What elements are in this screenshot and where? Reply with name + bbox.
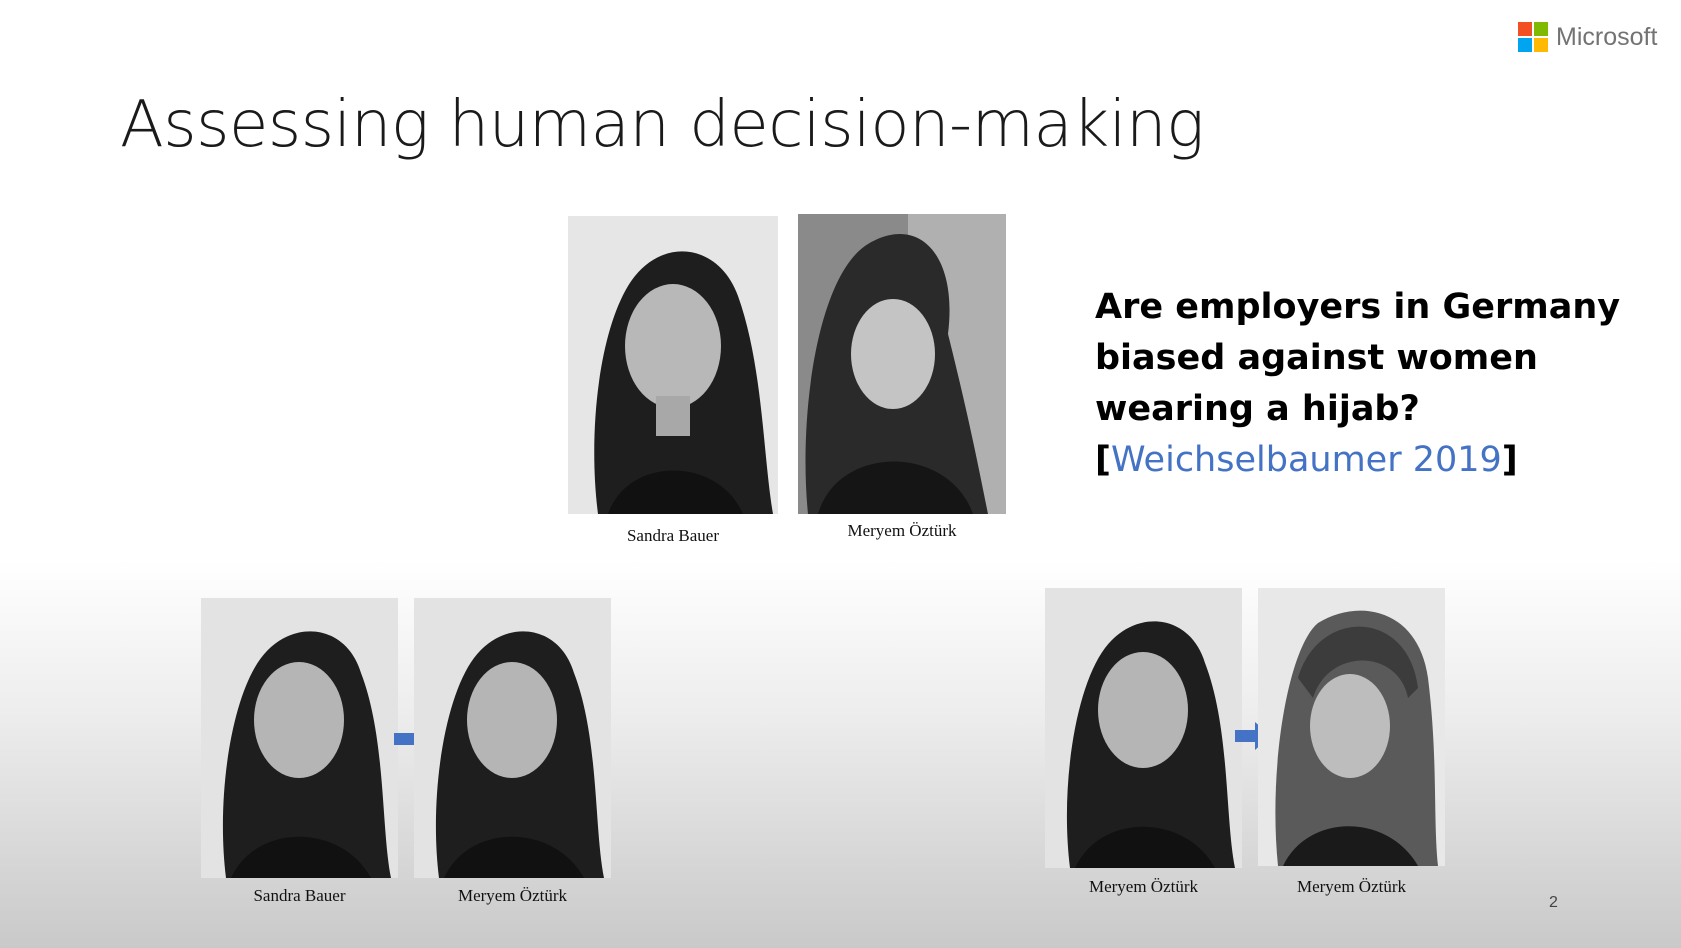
caption-top-right: Meryem Öztürk <box>847 521 957 540</box>
photo-meryem-ozturk-hijab <box>798 214 1006 514</box>
microsoft-wordmark: Microsoft <box>1556 22 1658 51</box>
citation-link[interactable]: Weichselbaumer 2019 <box>1111 440 1502 480</box>
photo-meryem-ozturk-bottom-left <box>414 598 611 878</box>
photo-meryem-ozturk-bottom-right <box>1045 588 1242 868</box>
slide-title: Assessing human decision-making <box>120 88 1205 162</box>
caption-bottom-left-1: Sandra Bauer <box>253 886 346 905</box>
microsoft-logo-icon <box>1518 22 1548 52</box>
caption-bottom-left-2: Meryem Öztürk <box>457 886 568 905</box>
caption-bottom-right-1: Meryem Öztürk <box>1088 877 1199 896</box>
microsoft-logo: Microsoft <box>1518 22 1657 52</box>
citation-close: ] <box>1501 440 1518 480</box>
research-question: Are employers in Germany biased against … <box>1095 282 1655 486</box>
page-number: 2 <box>1549 894 1558 911</box>
caption-top-left: Sandra Bauer <box>626 526 720 545</box>
caption-bottom-right-2: Meryem Öztürk <box>1296 877 1407 896</box>
photo-sandra-bauer-bottom <box>201 598 398 878</box>
question-text: Are employers in Germany biased against … <box>1095 287 1621 480</box>
photo-sandra-bauer <box>568 216 778 514</box>
photo-meryem-ozturk-headscarf <box>1258 588 1445 866</box>
